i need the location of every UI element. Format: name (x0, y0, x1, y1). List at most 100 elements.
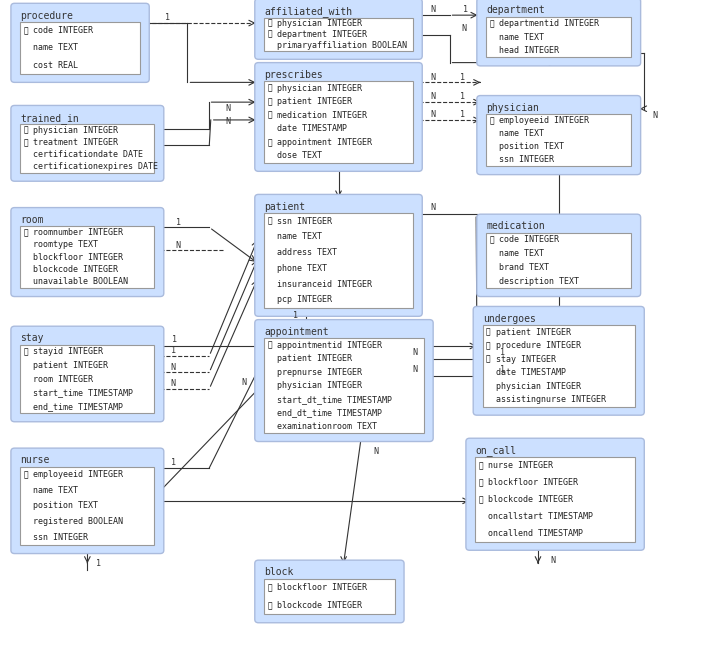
Text: 🔑: 🔑 (23, 471, 28, 479)
Text: 🔑: 🔑 (267, 18, 272, 28)
Text: nurse: nurse (20, 455, 50, 465)
FancyBboxPatch shape (255, 194, 422, 316)
Text: stay: stay (20, 333, 44, 343)
Text: 🔑: 🔑 (478, 478, 483, 487)
Text: 🔑: 🔑 (267, 84, 272, 93)
Text: procedure: procedure (20, 11, 74, 20)
Text: blockfloor INTEGER: blockfloor INTEGER (277, 583, 368, 592)
Text: name TEXT: name TEXT (499, 129, 545, 138)
Text: physician INTEGER: physician INTEGER (496, 382, 581, 391)
Text: name TEXT: name TEXT (33, 43, 79, 53)
FancyBboxPatch shape (483, 326, 635, 407)
Text: prescribes: prescribes (264, 70, 323, 80)
Text: brand TEXT: brand TEXT (499, 263, 550, 272)
Text: physician INTEGER: physician INTEGER (33, 126, 119, 135)
Text: departmentid INTEGER: departmentid INTEGER (499, 19, 599, 28)
Text: 🔑: 🔑 (267, 30, 272, 39)
Text: ssn INTEGER: ssn INTEGER (277, 217, 333, 225)
Text: blockcode INTEGER: blockcode INTEGER (488, 495, 574, 504)
Text: trained_in: trained_in (20, 113, 79, 124)
Text: stay INTEGER: stay INTEGER (496, 355, 555, 364)
FancyBboxPatch shape (20, 125, 154, 173)
Text: blockfloor INTEGER: blockfloor INTEGER (488, 478, 579, 487)
Text: 🔑: 🔑 (267, 217, 272, 225)
Text: insuranceid INTEGER: insuranceid INTEGER (277, 279, 372, 289)
FancyBboxPatch shape (11, 326, 164, 422)
Text: physician INTEGER: physician INTEGER (277, 84, 363, 93)
FancyBboxPatch shape (20, 345, 154, 413)
Text: 🔑: 🔑 (489, 235, 494, 244)
Text: start_dt_time TIMESTAMP: start_dt_time TIMESTAMP (277, 395, 392, 404)
Text: appointment: appointment (264, 327, 329, 337)
FancyBboxPatch shape (11, 448, 164, 554)
Text: 1: 1 (173, 335, 177, 344)
Text: appointmentid INTEGER: appointmentid INTEGER (277, 341, 382, 350)
Text: medication: medication (486, 221, 545, 231)
Text: registered BOOLEAN: registered BOOLEAN (33, 517, 124, 526)
Text: 1: 1 (500, 348, 505, 357)
Text: N: N (550, 556, 555, 565)
Text: position TEXT: position TEXT (499, 142, 564, 151)
Text: oncallend TIMESTAMP: oncallend TIMESTAMP (488, 529, 583, 538)
FancyBboxPatch shape (466, 438, 644, 550)
Text: 🔑: 🔑 (478, 495, 483, 504)
Text: name TEXT: name TEXT (33, 486, 79, 495)
Text: N: N (431, 92, 435, 101)
FancyBboxPatch shape (20, 467, 154, 545)
Text: description TEXT: description TEXT (499, 277, 579, 285)
Text: 1: 1 (171, 458, 175, 467)
Text: cost REAL: cost REAL (33, 61, 79, 70)
Text: pcp INTEGER: pcp INTEGER (277, 295, 333, 304)
Text: date TIMESTAMP: date TIMESTAMP (277, 125, 347, 133)
FancyBboxPatch shape (11, 208, 164, 297)
FancyBboxPatch shape (255, 63, 422, 171)
FancyBboxPatch shape (264, 82, 413, 163)
Text: unavailable BOOLEAN: unavailable BOOLEAN (33, 277, 128, 286)
FancyBboxPatch shape (264, 214, 413, 308)
Text: department: department (486, 5, 545, 15)
Text: N: N (171, 379, 175, 388)
Text: N: N (462, 24, 467, 33)
Text: N: N (225, 117, 230, 127)
Text: 🔑: 🔑 (23, 126, 28, 135)
Text: name TEXT: name TEXT (277, 233, 323, 241)
Text: certificationexpires DATE: certificationexpires DATE (33, 162, 159, 171)
Text: dose TEXT: dose TEXT (277, 152, 323, 161)
Text: nurse INTEGER: nurse INTEGER (488, 461, 553, 470)
Text: N: N (176, 241, 181, 250)
Text: patient INTEGER: patient INTEGER (496, 328, 571, 337)
Text: employeeid INTEGER: employeeid INTEGER (499, 117, 590, 125)
Text: physician INTEGER: physician INTEGER (277, 381, 363, 390)
Text: 1: 1 (464, 5, 468, 14)
Text: examinationroom TEXT: examinationroom TEXT (277, 422, 377, 431)
Text: 🔑: 🔑 (23, 26, 28, 35)
FancyBboxPatch shape (473, 306, 644, 415)
FancyBboxPatch shape (264, 339, 424, 433)
FancyBboxPatch shape (477, 0, 641, 66)
Text: physician INTEGER: physician INTEGER (277, 18, 363, 28)
Text: 1: 1 (293, 310, 298, 320)
Text: 🔑: 🔑 (489, 117, 494, 125)
Text: patient INTEGER: patient INTEGER (33, 361, 108, 370)
Text: position TEXT: position TEXT (33, 501, 98, 511)
Text: patient INTEGER: patient INTEGER (277, 355, 352, 363)
Text: ssn INTEGER: ssn INTEGER (33, 532, 89, 542)
Text: phone TEXT: phone TEXT (277, 264, 328, 273)
Text: room INTEGER: room INTEGER (33, 374, 93, 384)
Text: N: N (171, 362, 175, 372)
FancyBboxPatch shape (255, 320, 433, 442)
FancyBboxPatch shape (255, 560, 404, 623)
Text: blockcode INTEGER: blockcode INTEGER (277, 601, 363, 610)
Text: name TEXT: name TEXT (499, 32, 545, 42)
Text: undergoes: undergoes (483, 314, 536, 324)
FancyBboxPatch shape (477, 214, 641, 297)
Text: roomtype TEXT: roomtype TEXT (33, 241, 98, 249)
Text: code INTEGER: code INTEGER (33, 26, 93, 35)
Text: 1: 1 (165, 13, 170, 22)
Text: blockcode INTEGER: blockcode INTEGER (33, 265, 119, 274)
Text: N: N (225, 104, 230, 113)
Text: room: room (20, 215, 44, 225)
Text: code INTEGER: code INTEGER (499, 235, 559, 244)
Text: 🔑: 🔑 (267, 111, 272, 120)
Text: 1: 1 (176, 217, 181, 227)
